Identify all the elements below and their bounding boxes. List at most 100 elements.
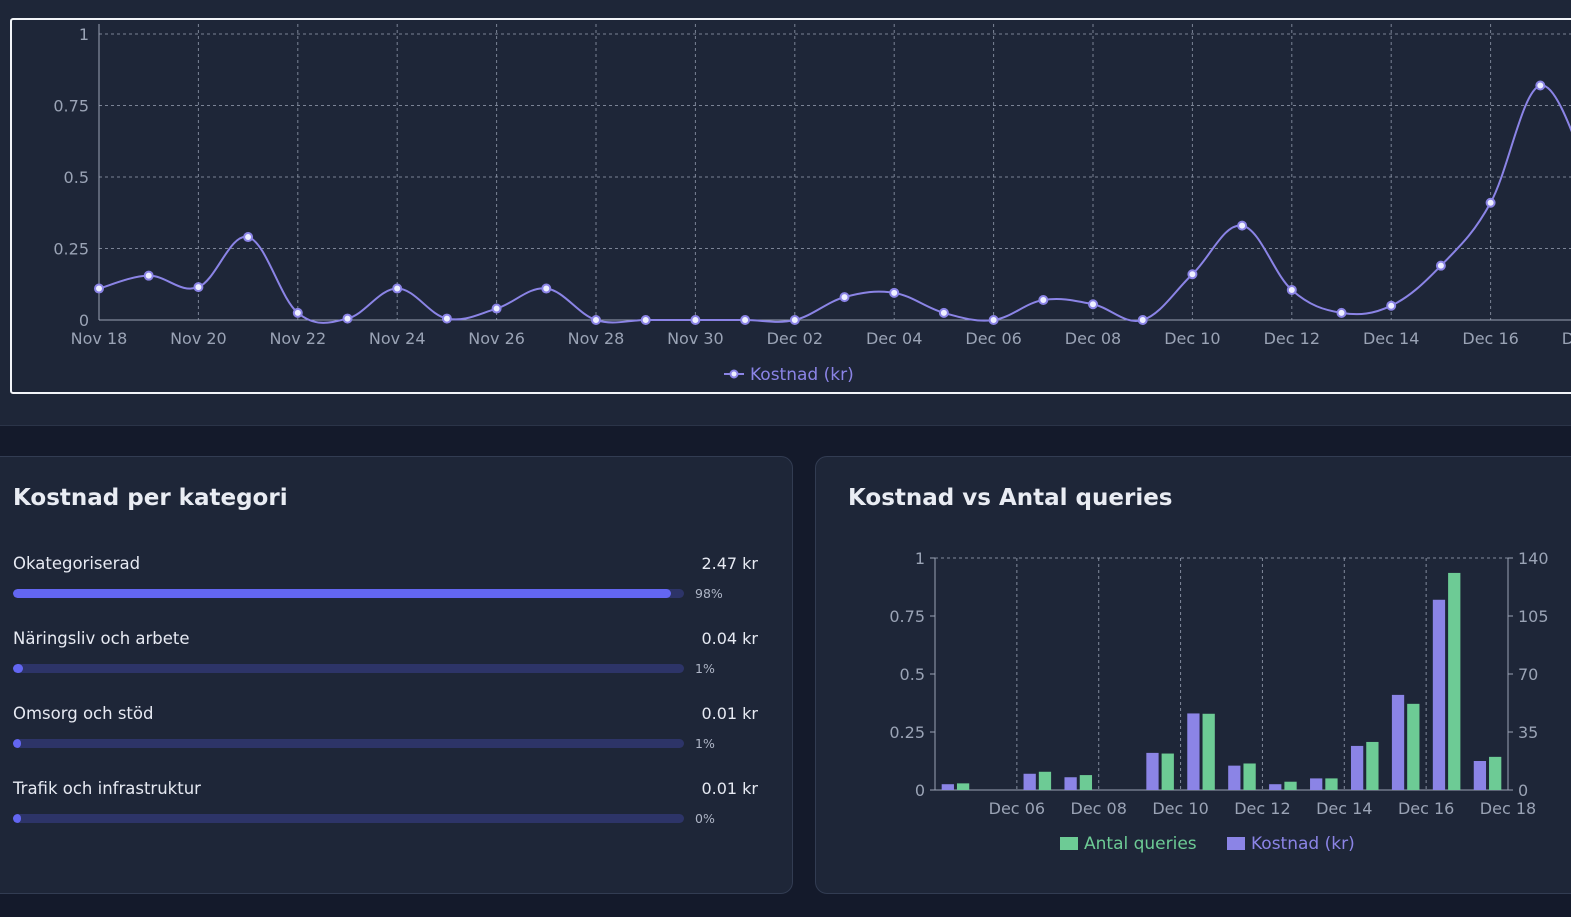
cost-line-chart: 0 0.25 0.5 0.75 1 Nov 18 Nov 20 Nov 22 Nov 24 Nov… [53, 24, 1571, 385]
data-point-kostnad [193, 282, 204, 293]
data-point-kostnad [491, 303, 502, 314]
bar-kostnad [1432, 599, 1446, 790]
bar-antal-queries [1448, 572, 1461, 790]
bar-chart-right-tick-label: 0 [1518, 781, 1528, 800]
data-point-kostnad [1038, 294, 1049, 305]
bar-kostnad [1187, 713, 1200, 790]
bar-kostnad [1064, 777, 1077, 790]
data-point-kostnad [740, 315, 751, 325]
bar-chart-xtick-label: Dec 12 [1234, 799, 1290, 818]
category-progress-fill [13, 739, 22, 748]
category-cost-value: 2.47 kr [701, 554, 758, 573]
data-point-kostnad [94, 283, 104, 294]
data-point-kostnad [1336, 307, 1347, 318]
line-chart-xtick-label: Nov 22 [269, 329, 326, 348]
bar-kostnad [1228, 765, 1241, 790]
data-point-kostnad [591, 315, 601, 325]
line-chart-xtick-label: Dec 10 [1164, 329, 1220, 348]
category-progress-fill [13, 664, 24, 673]
bar-chart-left-tick-label: 0.75 [889, 607, 925, 626]
bar-antal-queries [1079, 775, 1093, 790]
line-chart-ytick-label: 1 [79, 25, 89, 44]
bar-antal-queries [1161, 753, 1174, 790]
category-percent-label: 1% [695, 661, 715, 676]
data-point-kostnad [1535, 80, 1546, 91]
line-chart-xtick-label: Dec 18 [1562, 329, 1571, 348]
bar-chart-right-tick-label: 105 [1518, 607, 1549, 626]
legend-label-kostnad: Kostnad (kr) [1251, 834, 1355, 854]
category-progress-track [13, 589, 684, 598]
card-title-cost-per-category: Kostnad per kategori [13, 485, 288, 511]
bar-kostnad [1023, 773, 1036, 790]
category-cost-value: 0.04 kr [701, 629, 758, 648]
bar-chart-right-tick-label: 35 [1518, 723, 1538, 742]
line-chart-xtick-label: Dec 06 [965, 329, 1021, 348]
data-point-kostnad [938, 307, 949, 318]
bar-kostnad [1473, 761, 1487, 790]
bar-chart-left-tick-label: 0.25 [889, 723, 925, 742]
category-progress-track [13, 739, 684, 748]
bar-chart-xtick-label: Dec 10 [1152, 799, 1208, 818]
data-point-kostnad [441, 313, 452, 324]
bar-chart-xtick-label: Dec 06 [989, 799, 1045, 818]
bar-antal-queries [1489, 756, 1502, 790]
category-name: Näringsliv och arbete [13, 629, 190, 648]
category-progress-fill [13, 814, 22, 823]
bar-chart-left-tick-label: 0.5 [900, 665, 925, 684]
data-point-kostnad [243, 232, 254, 243]
line-chart-ytick-label: 0 [79, 311, 89, 330]
line-chart-xtick-label: Dec 08 [1065, 329, 1121, 348]
bar-kostnad [1146, 752, 1159, 790]
line-chart-ytick-label: 0.75 [53, 97, 89, 116]
bar-chart-left-tick-label: 1 [915, 549, 925, 568]
data-point-kostnad [640, 315, 651, 325]
line-chart-ytick-label: 0.5 [64, 168, 89, 187]
data-point-kostnad [292, 307, 303, 318]
line-chart-xtick-label: Dec 04 [866, 329, 922, 348]
bar-kostnad [1391, 694, 1405, 790]
legend-swatch-antal-queries [1060, 837, 1078, 850]
category-cost-value: 0.01 kr [701, 704, 758, 723]
cost-vs-queries-bar-chart: 0 0.25 0.5 0.75 1 0 35 70 105 140 Dec 06 Dec 08 Dec … [889, 549, 1548, 854]
data-point-kostnad [342, 313, 353, 324]
category-name: Omsorg och stöd [13, 704, 154, 723]
data-point-kostnad [143, 270, 154, 281]
line-chart-xtick-label: Nov 26 [468, 329, 525, 348]
line-chart-xtick-label: Nov 24 [369, 329, 426, 348]
cost-line-chart-frame: 0 0.25 0.5 0.75 1 Nov 18 Nov 20 Nov 22 Nov 24 Nov… [10, 18, 1571, 394]
bar-kostnad [941, 784, 954, 790]
cost-vs-queries-card: Kostnad vs Antal queries 0 0.25 0.5 0.75 1 0 3… [815, 456, 1571, 894]
data-point-kostnad [1187, 269, 1198, 280]
data-point-kostnad [690, 315, 701, 325]
legend-swatch-kostnad [1227, 837, 1245, 850]
bar-antal-queries [1325, 778, 1338, 790]
line-chart-xtick-label: Dec 14 [1363, 329, 1419, 348]
category-percent-label: 0% [695, 811, 715, 826]
bar-antal-queries [1407, 703, 1420, 790]
data-point-kostnad [1485, 197, 1496, 208]
bar-kostnad [1269, 784, 1282, 790]
data-point-kostnad [1237, 220, 1248, 231]
card-title-cost-vs-queries: Kostnad vs Antal queries [848, 485, 1173, 511]
bar-chart-left-tick-label: 0 [915, 781, 925, 800]
line-chart-ytick-label: 0.25 [53, 240, 89, 259]
line-chart-xtick-label: Nov 20 [170, 329, 227, 348]
data-point-kostnad [1137, 315, 1148, 325]
bar-chart-right-tick-label: 140 [1518, 549, 1549, 568]
data-point-kostnad [988, 315, 999, 325]
bar-chart-right-tick-label: 70 [1518, 665, 1538, 684]
bar-antal-queries [1284, 781, 1297, 790]
bar-antal-queries [956, 783, 970, 790]
data-point-kostnad [839, 292, 850, 303]
data-point-kostnad [1435, 260, 1446, 271]
data-point-kostnad [789, 315, 800, 325]
line-chart-xtick-label: Nov 18 [71, 329, 128, 348]
bar-chart-xtick-label: Dec 18 [1480, 799, 1536, 818]
bar-kostnad [1310, 778, 1323, 790]
line-chart-xtick-label: Dec 02 [767, 329, 823, 348]
category-name: Trafik och infrastruktur [13, 779, 201, 798]
data-point-kostnad [392, 283, 403, 294]
data-point-kostnad [1286, 284, 1297, 295]
data-point-kostnad [889, 287, 900, 298]
bar-antal-queries [1243, 763, 1256, 790]
